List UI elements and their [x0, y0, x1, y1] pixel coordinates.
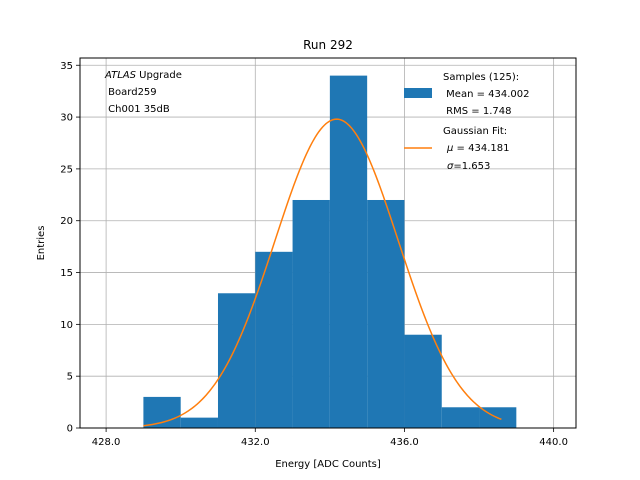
- chart-title: Run 292: [303, 38, 353, 52]
- x-tick-label: 440.0: [539, 437, 568, 448]
- x-tick-label: 436.0: [390, 437, 419, 448]
- annotation-line-3: Ch001 35dB: [105, 104, 170, 115]
- legend-histogram-swatch: [404, 88, 432, 98]
- gaussian-fit-curve: [143, 118, 502, 427]
- annotation-upgrade: Upgrade: [136, 70, 182, 81]
- legend-samples-mean: Mean = 434.002: [443, 89, 530, 100]
- legend: Samples (125): Mean = 434.002 RMS = 1.74…: [404, 72, 530, 172]
- annotation-line-2: Board259: [105, 87, 157, 98]
- histogram-bar: [143, 396, 181, 428]
- axis-ticks: 428.0 432.0 436.0 440.0 0 5 10 15 20 25 30 35: [60, 61, 568, 448]
- legend-fit-title: Gaussian Fit:: [443, 126, 507, 137]
- legend-sigma-symbol: σ: [447, 161, 454, 172]
- x-tick-label: 428.0: [92, 437, 121, 448]
- annotation-atlas-italic: ATLAS: [104, 70, 137, 81]
- plot-frame: [79, 57, 577, 429]
- x-tick-label: 432.0: [241, 437, 270, 448]
- y-tick-label: 30: [60, 113, 73, 124]
- legend-mu-symbol: μ: [446, 143, 453, 154]
- y-tick-label: 25: [60, 164, 73, 175]
- gaussian-fit-layer: [143, 118, 502, 427]
- annotation-line-1: ATLAS Upgrade: [104, 70, 182, 81]
- legend-mu-value: = 434.181: [453, 143, 509, 154]
- histogram-bar: [441, 407, 480, 428]
- x-axis-label: Energy [ADC Counts]: [275, 459, 381, 470]
- histogram-bar: [404, 334, 442, 428]
- y-tick-label: 35: [60, 61, 73, 72]
- y-tick-label: 5: [67, 372, 73, 383]
- histogram-bar: [367, 199, 405, 428]
- legend-samples-rms: RMS = 1.748: [443, 106, 511, 117]
- legend-samples-title: Samples (125):: [443, 72, 519, 83]
- histogram-bar: [255, 251, 293, 428]
- y-tick-label: 0: [67, 424, 73, 435]
- y-tick-label: 10: [60, 320, 73, 331]
- y-tick-label: 20: [60, 216, 73, 227]
- atlas-annotation: ATLAS Upgrade Board259 Ch001 35dB: [104, 70, 182, 115]
- histogram-bar: [292, 199, 330, 428]
- legend-fit-sigma: σ=1.653: [447, 161, 490, 172]
- legend-fit-mu: μ = 434.181: [446, 143, 509, 154]
- histogram-bar: [180, 417, 218, 428]
- y-tick-label: 15: [60, 268, 73, 279]
- y-axis-label: Entries: [36, 226, 47, 261]
- legend-sigma-value: =1.653: [453, 161, 490, 172]
- histogram-bar: [329, 75, 368, 428]
